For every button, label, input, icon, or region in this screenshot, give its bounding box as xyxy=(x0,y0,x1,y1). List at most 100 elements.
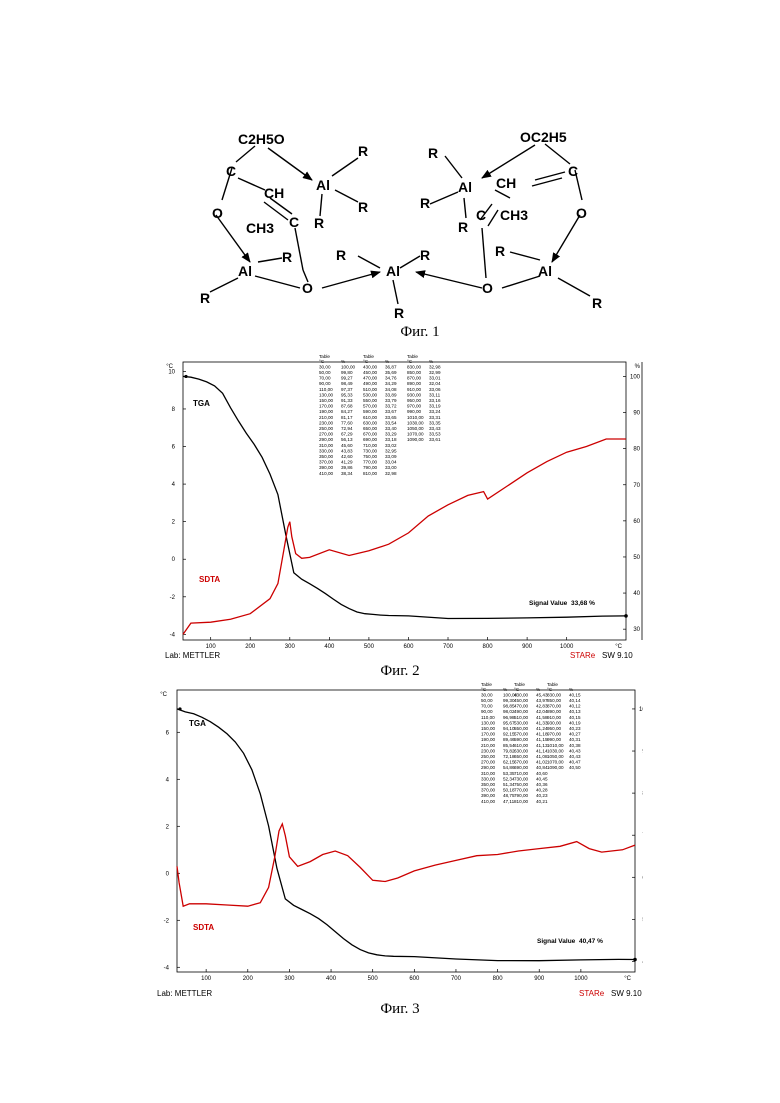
table-cell-percent: 33,89 xyxy=(385,392,397,397)
table-cell-temperature: 690,00 xyxy=(363,437,377,442)
table-cell-percent: 33,09 xyxy=(385,454,397,459)
table-cell-temperature: 1090,00 xyxy=(547,765,564,770)
table-cell-temperature: 730,00 xyxy=(363,448,377,453)
table-cell-temperature: 90,00 xyxy=(319,381,331,386)
table-cell-temperature: 990,00 xyxy=(547,737,561,742)
table-cell-temperature: 1070,00 xyxy=(547,760,564,765)
table-cell-temperature: 310,00 xyxy=(481,771,495,776)
left-tick-label: 2 xyxy=(172,520,176,526)
x-tick-label: 700 xyxy=(451,976,462,982)
series-line-tga xyxy=(177,709,635,961)
table-cell-percent: 33,02 xyxy=(385,443,397,448)
table-cell-temperature: 450,00 xyxy=(514,698,528,703)
x-tick-label: 500 xyxy=(364,644,375,650)
atom-label: R xyxy=(394,305,404,321)
table-cell-percent: 97,37 xyxy=(341,387,353,392)
atom-label: CH xyxy=(496,175,516,191)
table-cell-percent: 33,04 xyxy=(385,460,397,465)
sdta-label: SDTA xyxy=(199,575,220,584)
table-cell-temperature: 470,00 xyxy=(514,704,528,709)
table-cell-percent: 87,68 xyxy=(341,404,353,409)
table-cell-temperature: 450,00 xyxy=(363,370,377,375)
molecular-structure-diagram: C2H5O R C Al CH R O C R CH3 R Al O R R A… xyxy=(180,120,620,330)
table-cell-temperature: 270,00 xyxy=(481,760,495,765)
table-cell-percent: 72,94 xyxy=(341,426,353,431)
table-cell-temperature: 650,00 xyxy=(363,426,377,431)
table-cell-percent: 36,87 xyxy=(385,364,397,369)
left-tick-label: 10 xyxy=(168,369,175,375)
table-cell-temperature: 970,00 xyxy=(407,404,421,409)
table-cell-temperature: 550,00 xyxy=(514,726,528,731)
table-cell-temperature: 870,00 xyxy=(407,376,421,381)
table-cell-temperature: 470,00 xyxy=(363,376,377,381)
table-cell-temperature: 370,00 xyxy=(319,460,333,465)
table-cell-temperature: 810,00 xyxy=(363,471,377,476)
table-cell-temperature: 30,00 xyxy=(481,692,493,697)
table-cell-temperature: 30,00 xyxy=(319,364,331,369)
table-cell-temperature: 50,00 xyxy=(481,698,493,703)
atom-label: Al xyxy=(458,179,472,195)
table-cell-temperature: 670,00 xyxy=(363,432,377,437)
table-cell-percent: 33,79 xyxy=(385,398,397,403)
data-table: Table°C%30,00100,0050,0099,3070,0098,859… xyxy=(481,682,581,804)
table-cell-percent: 32,99 xyxy=(429,370,441,375)
table-cell-temperature: 790,00 xyxy=(363,465,377,470)
table-cell-percent: 33,53 xyxy=(429,432,441,437)
left-tick-label: 0 xyxy=(166,871,170,877)
x-tick-label: 400 xyxy=(324,644,335,650)
table-cell-temperature: 310,00 xyxy=(319,443,333,448)
table-cell-temperature: 850,00 xyxy=(407,370,421,375)
x-tick-label: 800 xyxy=(483,644,494,650)
table-cell-temperature: 210,00 xyxy=(319,415,333,420)
table-cell-temperature: 290,00 xyxy=(481,765,495,770)
table-cell-temperature: 370,00 xyxy=(481,788,495,793)
footer-software-version: SW 9.10 xyxy=(602,651,633,660)
figure-3-caption: Фиг. 3 xyxy=(340,1001,460,1018)
table-cell-temperature: 150,00 xyxy=(319,398,333,403)
right-tick-label: 100 xyxy=(630,374,641,380)
table-cell-temperature: 950,00 xyxy=(407,398,421,403)
tga-start-marker xyxy=(178,707,181,710)
atom-label: CH3 xyxy=(246,220,274,236)
atom-label: R xyxy=(420,247,430,263)
table-cell-percent: 67,29 xyxy=(341,432,353,437)
table-cell-temperature: 70,00 xyxy=(481,704,493,709)
left-tick-label: 6 xyxy=(166,730,170,736)
x-tick-label: 1000 xyxy=(560,644,574,650)
signal-value-label: Signal Value xyxy=(529,600,568,607)
right-tick-label: 50 xyxy=(633,555,640,561)
left-tick-label: 8 xyxy=(172,407,176,413)
atom-label: CH xyxy=(264,185,284,201)
figure-2-caption: Фиг. 2 xyxy=(340,663,460,680)
table-cell-percent: 32,04 xyxy=(429,381,441,386)
table-cell-percent: 33,16 xyxy=(429,398,441,403)
right-tick-label: 60 xyxy=(633,519,640,525)
signal-value-label: Signal Value xyxy=(537,938,576,945)
table-cell-temperature: 1030,00 xyxy=(547,748,564,753)
table-cell-temperature: 170,00 xyxy=(481,732,495,737)
series-line-sdta xyxy=(177,824,635,906)
atom-label: R xyxy=(420,195,430,211)
left-tick-label: 2 xyxy=(166,824,170,830)
table-cell-temperature: 830,00 xyxy=(407,364,421,369)
table-cell-temperature: 50,00 xyxy=(319,370,331,375)
atom-label: Al xyxy=(538,263,552,279)
table-cell-temperature: 170,00 xyxy=(319,404,333,409)
table-cell-percent: 33,67 xyxy=(385,409,397,414)
x-tick-label: 300 xyxy=(285,644,296,650)
table-cell-percent: 33,11 xyxy=(429,392,441,397)
table-cell-temperature: 930,00 xyxy=(407,392,421,397)
table-cell-temperature: 250,00 xyxy=(319,426,333,431)
table-cell-percent: 40,50 xyxy=(569,765,581,770)
table-cell-temperature: 750,00 xyxy=(514,782,528,787)
table-cell-temperature: 510,00 xyxy=(363,387,377,392)
x-tick-label: 400 xyxy=(326,976,337,982)
table-cell-temperature: 930,00 xyxy=(547,720,561,725)
x-tick-label: 100 xyxy=(206,644,217,650)
table-cell-temperature: 870,00 xyxy=(547,704,561,709)
atom-label: R xyxy=(592,295,602,311)
table-cell-temperature: 350,00 xyxy=(481,782,495,787)
x-tick-label: 500 xyxy=(368,976,379,982)
series-line-tga xyxy=(183,376,626,618)
atom-label: O xyxy=(302,280,313,296)
